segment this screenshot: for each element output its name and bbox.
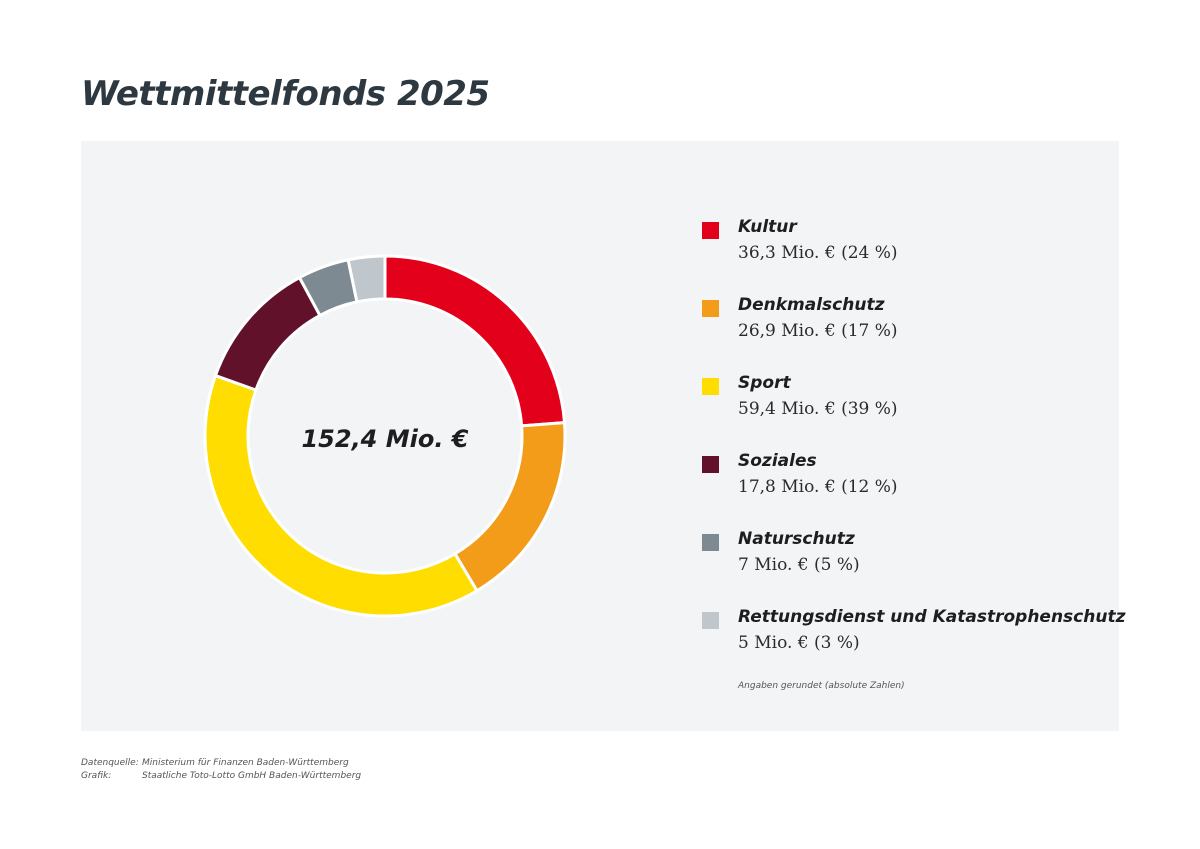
legend-item: Naturschutz 7 Mio. € (5 %): [702, 529, 1112, 607]
legend-swatch: [702, 222, 719, 239]
legend-value: 59,4 Mio. € (39 %): [738, 399, 898, 419]
legend-value: 7 Mio. € (5 %): [738, 555, 860, 575]
legend-value: 17,8 Mio. € (12 %): [738, 477, 898, 497]
legend-value: 26,9 Mio. € (17 %): [738, 321, 898, 341]
legend-value: 36,3 Mio. € (24 %): [738, 243, 898, 263]
legend-item: Sport 59,4 Mio. € (39 %): [702, 373, 1112, 451]
donut-slice-kultur: [383, 254, 567, 428]
legend-label: Sport: [738, 373, 791, 393]
graphic-value: Staatliche Toto-Lotto GmbH Baden-Württem…: [142, 771, 362, 781]
rounding-note: Angaben gerundet (absolute Zahlen): [738, 681, 905, 691]
legend-item: Rettungsdienst und Katastrophenschutz 5 …: [702, 607, 1125, 685]
legend-item: Denkmalschutz 26,9 Mio. € (17 %): [702, 295, 1112, 373]
legend-swatch: [702, 378, 719, 395]
footer-graphic-row: Grafik: Staatliche Toto-Lotto GmbH Baden…: [81, 770, 361, 783]
legend-label: Kultur: [738, 217, 797, 237]
footer: Datenquelle: Ministerium für Finanzen Ba…: [81, 757, 361, 783]
legend-label: Naturschutz: [738, 529, 855, 549]
chart-title: Wettmittelfonds 2025: [81, 74, 490, 114]
legend-swatch: [702, 456, 719, 473]
legend-item: Soziales 17,8 Mio. € (12 %): [702, 451, 1112, 529]
source-label: Datenquelle:: [81, 758, 139, 768]
donut-chart: 152,4 Mio. €: [203, 254, 567, 618]
legend-swatch: [702, 534, 719, 551]
source-value: Ministerium für Finanzen Baden-Württembe…: [142, 758, 349, 768]
chart-panel: 152,4 Mio. € Kultur 36,3 Mio. € (24 %) D…: [81, 141, 1125, 731]
graphic-label: Grafik:: [81, 771, 112, 781]
legend: Kultur 36,3 Mio. € (24 %) Denkmalschutz …: [702, 217, 1125, 685]
legend-label: Rettungsdienst und Katastrophenschutz: [738, 607, 1126, 627]
legend-item: Kultur 36,3 Mio. € (24 %): [702, 217, 1112, 295]
donut-slice-denkmalschutz: [452, 421, 567, 593]
legend-label: Soziales: [738, 451, 817, 471]
donut-slice-soziales: [213, 275, 322, 392]
footer-source-row: Datenquelle: Ministerium für Finanzen Ba…: [81, 757, 361, 770]
donut-slice-rettungsdienst: [346, 254, 387, 304]
donut-center-label: 152,4 Mio. €: [301, 425, 468, 453]
legend-label: Denkmalschutz: [738, 295, 885, 315]
donut-slice-sport: [203, 373, 479, 618]
legend-value: 5 Mio. € (3 %): [738, 633, 860, 653]
legend-swatch: [702, 612, 719, 629]
legend-swatch: [702, 300, 719, 317]
